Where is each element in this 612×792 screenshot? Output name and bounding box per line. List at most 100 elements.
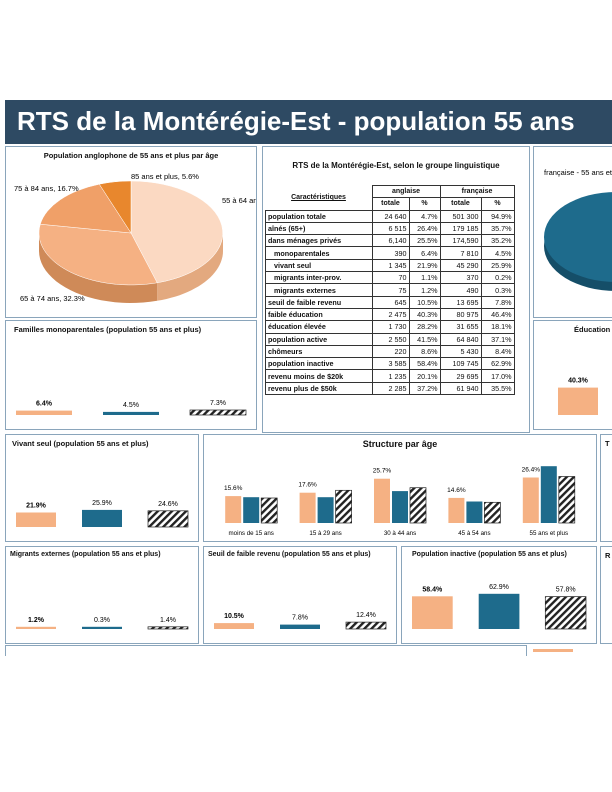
- bar-label-1: 7.8%: [292, 615, 308, 622]
- bar-label-1: 0.3%: [94, 617, 110, 624]
- bar-0: [558, 387, 598, 415]
- title-seul: Vivant seul (population 55 ans et plus): [12, 439, 149, 448]
- table-cell-label: revenu plus de $50k: [265, 381, 373, 396]
- age-bar-3-0: [448, 497, 465, 523]
- table-cell-fr-p: 94.9%: [480, 209, 515, 223]
- table-cell-label: migrants externes: [265, 283, 373, 297]
- table-cell-fr-p: 0.3%: [480, 283, 515, 297]
- table-cell-fr-t: 7 810: [439, 246, 482, 260]
- age-bar-4-0: [522, 477, 539, 523]
- pie-panel: Population anglophone de 55 ans et plus …: [5, 146, 257, 318]
- bar-label-0: 10.5%: [224, 613, 245, 620]
- pie-fr-chart: française - 55 ans et plus, 2021, 96.2: [544, 168, 612, 291]
- table-cell-fr-p: 35.5%: [480, 381, 515, 396]
- bar-0: [16, 512, 56, 527]
- table-cell-label: population active: [265, 332, 373, 346]
- table-cell-fr-t: 370: [439, 271, 482, 285]
- table-cell-fr-t: 64 840: [439, 332, 482, 346]
- pie-slice-85: [98, 180, 132, 234]
- bar-label-0: 6.4%: [36, 401, 53, 408]
- age-category-label: moins de 15 ans: [228, 530, 273, 537]
- table-cell-en-t: 1 730: [371, 320, 410, 334]
- table-cell-label: monoparentales: [265, 246, 373, 260]
- bar-label-0: 58.4%: [422, 586, 443, 593]
- table-row: faible éducation 2 475 40.3% 80 975 46.4%: [265, 307, 515, 322]
- table-cell-en-t: 2 285: [371, 381, 410, 396]
- table-cell-fr-t: 31 655: [439, 320, 482, 334]
- bar-label-0: 1.2%: [28, 617, 45, 624]
- col-header-characteristics: Caractéristiques: [291, 194, 346, 202]
- table-row: revenu plus de $50k 2 285 37.2% 61 940 35.5%: [265, 381, 515, 396]
- table-cell-en-t: 24 640: [371, 209, 410, 223]
- table-cell-en-p: 37.2%: [408, 381, 441, 396]
- table-row: vivant seul 1 345 21.9% 45 290 25.9%: [265, 258, 515, 273]
- bar-2: [345, 621, 387, 630]
- table-cell-label: dans ménages privés: [265, 234, 373, 248]
- table-title: RTS de la Montérégie-Est, selon le group…: [292, 161, 500, 170]
- table-cell-en-p: 26.4%: [408, 221, 441, 236]
- table-cell-fr-p: 35.2%: [480, 234, 515, 248]
- age-bar-3-1: [466, 501, 483, 523]
- table-row: revenu moins de $20k 1 235 20.1% 29 695 17.0…: [265, 369, 515, 383]
- bar-1: [82, 509, 122, 527]
- table-cell-en-p: 20.1%: [408, 369, 441, 383]
- age-bar-3-2: [484, 501, 501, 524]
- bottom-strip-accent: [533, 649, 573, 652]
- bar-2: [189, 409, 247, 416]
- table-row: seuil de faible revenu 645 10.5% 13 695 7.8%: [265, 295, 515, 309]
- age-bar-0-2: [260, 497, 278, 524]
- bar-2: [147, 626, 189, 630]
- col-header-anglaise: anglaise: [371, 184, 441, 199]
- sub-header-fr-pct: %: [480, 197, 515, 211]
- table-cell-en-t: 6,140: [371, 234, 410, 248]
- table-cell-en-p: 58.4%: [408, 357, 441, 371]
- table-cell-label: migrants inter-prov.: [265, 271, 373, 285]
- table-cell-fr-p: 35.7%: [480, 221, 515, 236]
- table-cell-fr-p: 25.9%: [480, 258, 515, 273]
- pie-slice-75-84: [39, 183, 132, 234]
- title-right-bottom: R: [605, 551, 611, 560]
- age-bar-label-0: 15.6%: [224, 485, 243, 492]
- age-bar-4-1: [540, 466, 557, 523]
- panel-seuil: Seuil de faible revenu (population 55 an…: [203, 546, 397, 644]
- bar-0: [16, 626, 56, 629]
- table-cell-en-p: 4.7%: [408, 209, 441, 223]
- age-bar-2-2: [409, 487, 427, 524]
- pie-slice-55-64-side: [157, 233, 223, 301]
- table-cell-fr-p: 37.1%: [480, 332, 515, 346]
- pie-label-75-84: 75 à 84 ans, 16.7%: [14, 184, 79, 193]
- bar-label-0: 21.9%: [26, 503, 47, 510]
- bar-1: [82, 626, 122, 629]
- bar-label-2: 24.6%: [158, 501, 178, 508]
- age-category-label: 55 ans et plus: [530, 530, 569, 537]
- table-cell-label: seuil de faible revenu: [265, 295, 373, 309]
- title-seuil: Seuil de faible revenu (population 55 an…: [208, 551, 371, 558]
- table-cell-en-p: 41.5%: [408, 332, 441, 346]
- sub-header-en-pct: %: [408, 197, 441, 211]
- pie-slice-65-74: [38, 223, 158, 286]
- bar-0: [16, 410, 72, 415]
- pie-label-65-74: 65 à 74 ans, 32.3%: [20, 294, 85, 303]
- panel-migr: Migrants externes (population 55 ans et …: [5, 546, 199, 644]
- chart-seul: 21.9% 25.9% 24.6%: [16, 500, 189, 528]
- age-bar-2-1: [392, 491, 408, 523]
- table-cell-fr-p: 17.0%: [480, 369, 515, 383]
- pie-label-85: 85 ans et plus, 5.6%: [131, 172, 199, 181]
- age-bar-label-4: 26.4%: [522, 467, 541, 474]
- table-cell-en-p: 21.9%: [408, 258, 441, 273]
- age-bar-1-0: [299, 492, 316, 523]
- bar-label-1: 4.5%: [123, 402, 139, 409]
- chart-seuil: 10.5% 7.8% 12.4%: [214, 612, 387, 630]
- chart-inact: 58.4% 62.9% 57.8%: [412, 584, 587, 630]
- table-cell-label: aînés (65+): [265, 221, 373, 236]
- col-header-francaise: française: [439, 184, 515, 199]
- table-cell-en-t: 645: [371, 295, 410, 309]
- bar-label-0: 40.3%: [568, 378, 589, 385]
- age-bar-0-0: [225, 496, 242, 523]
- panel-right-mid: T: [600, 434, 612, 542]
- panel-right-bottom: R: [600, 546, 612, 644]
- chart-mono: 6.4% 4.5% 7.3%: [16, 400, 247, 416]
- table-cell-fr-t: 61 940: [439, 381, 482, 396]
- table-cell-fr-p: 8.4%: [480, 344, 515, 359]
- table-cell-en-p: 40.3%: [408, 307, 441, 322]
